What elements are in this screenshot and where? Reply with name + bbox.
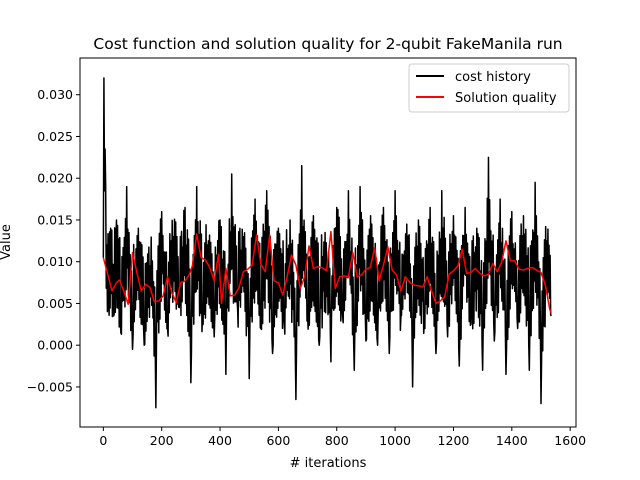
x-axis-title: # iterations <box>290 456 367 471</box>
legend-label-cost-history: cost history <box>455 70 531 85</box>
x-tick-label: 800 <box>325 433 349 448</box>
y-tick-label: 0.000 <box>37 338 73 353</box>
legend: cost history Solution quality <box>408 63 570 113</box>
y-axis-title: Value <box>0 224 14 260</box>
y-tick-label: 0.005 <box>37 296 73 311</box>
x-tick-label: 1200 <box>438 433 470 448</box>
plot-frame <box>79 57 577 428</box>
x-tick-label: 1400 <box>496 433 528 448</box>
x-tick-label: 0 <box>99 433 107 448</box>
x-axis-ticks: 0 200 400 600 800 1000 1200 1400 1600 <box>99 427 586 448</box>
chart-title: Cost function and solution quality for 2… <box>93 35 562 53</box>
series-line-solution-quality <box>102 230 552 314</box>
x-tick-label: 600 <box>266 433 290 448</box>
x-tick-label: 1600 <box>554 433 586 448</box>
x-tick-label: 200 <box>150 433 174 448</box>
x-tick-label: 1000 <box>379 433 411 448</box>
y-tick-label: 0.010 <box>37 254 73 269</box>
y-tick-label: 0.025 <box>37 129 73 144</box>
y-axis-ticks: −0.005 0.000 0.005 0.010 0.015 0.020 0.025 0.03… <box>27 87 80 394</box>
y-tick-label: 0.020 <box>37 171 73 186</box>
y-tick-label: 0.030 <box>37 87 73 102</box>
y-tick-label: −0.005 <box>27 379 73 394</box>
y-tick-label: 0.015 <box>37 212 73 227</box>
legend-box <box>408 63 570 113</box>
series-layer <box>102 77 552 409</box>
legend-label-solution-quality: Solution quality <box>455 91 557 106</box>
x-tick-label: 400 <box>208 433 232 448</box>
